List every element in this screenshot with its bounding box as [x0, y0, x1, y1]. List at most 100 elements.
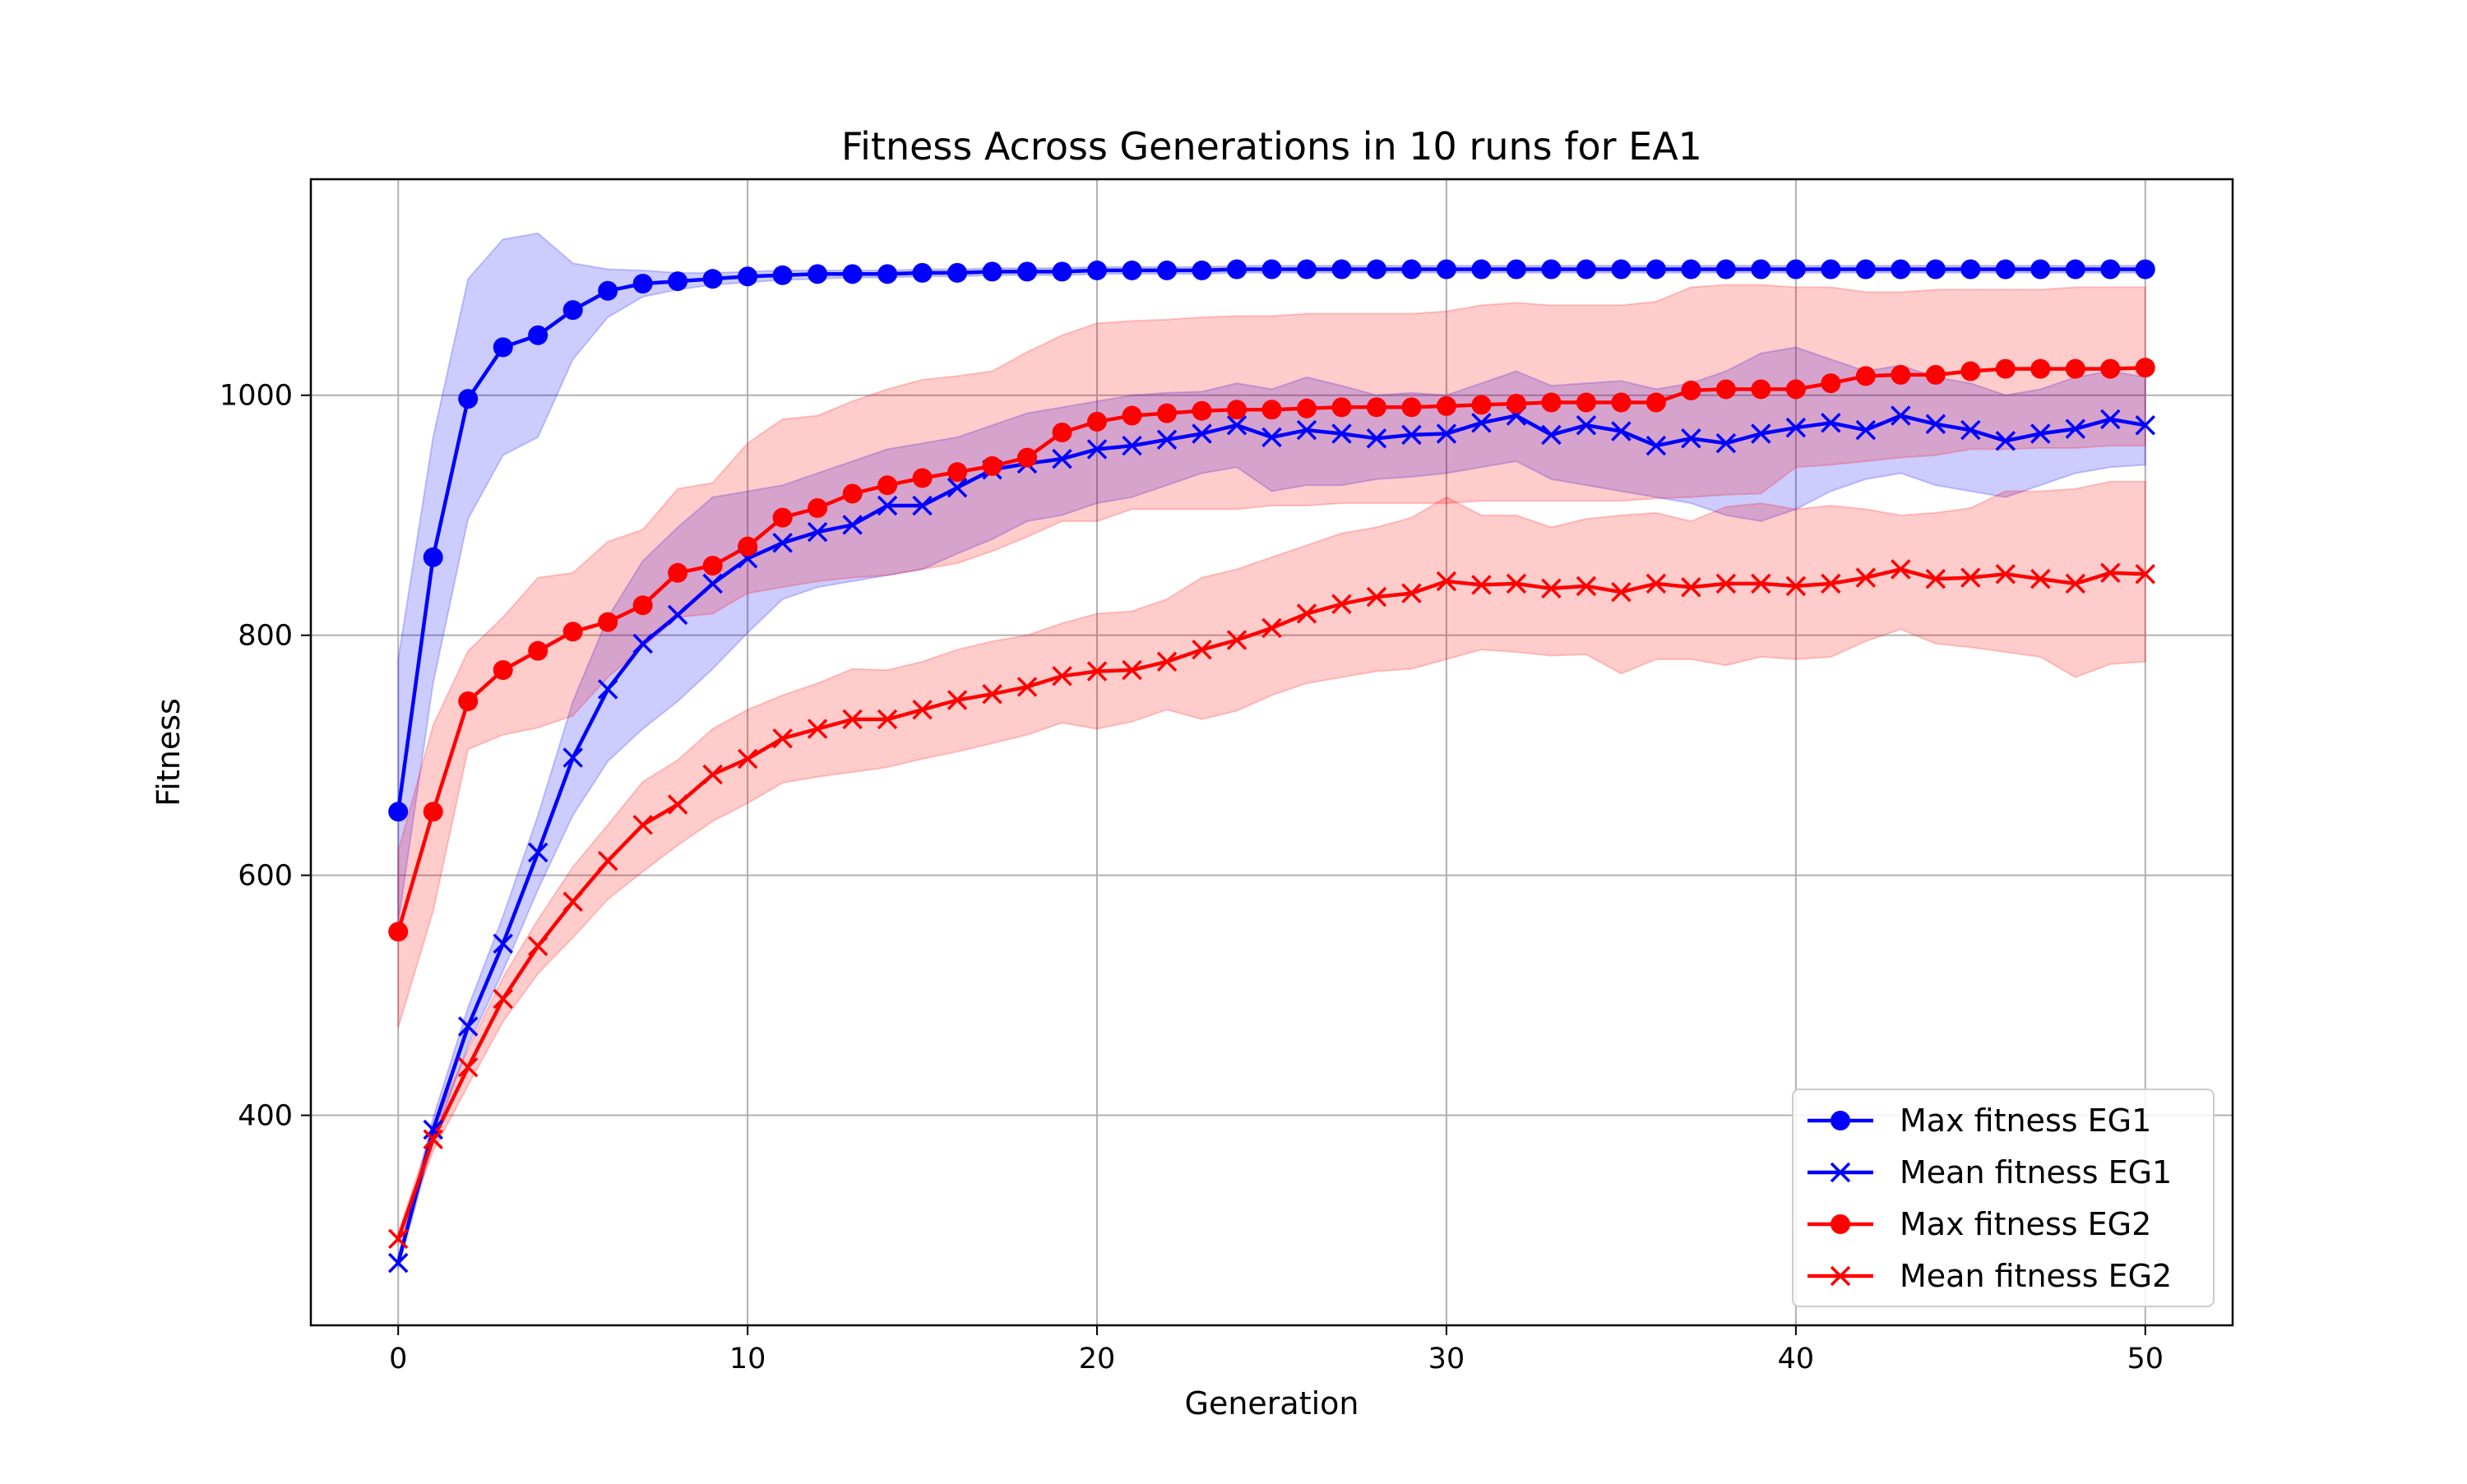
point-mean-fitness-eg1-stroke — [1156, 429, 1178, 450]
point-mean-fitness-eg1-stroke — [1122, 435, 1142, 456]
legend-swatch-marker — [1830, 1265, 1851, 1287]
point-mean-fitness-eg1-stroke — [1925, 414, 1946, 435]
point-mean-fitness-eg2-stroke — [1086, 661, 1108, 682]
point-max-fitness-eg2 — [1645, 392, 1666, 413]
point-mean-fitness-eg2 — [1401, 583, 1422, 603]
point-mean-fitness-eg2-stroke — [1261, 617, 1282, 639]
y-tick-label: 600 — [238, 860, 293, 893]
point-mean-fitness-eg2-stroke — [1611, 581, 1632, 603]
point-max-fitness-eg2 — [423, 802, 443, 822]
point-mean-fitness-eg2 — [2030, 568, 2051, 589]
point-mean-fitness-eg2-stroke — [1855, 567, 1877, 588]
point-max-fitness-eg2 — [1925, 364, 1946, 385]
point-mean-fitness-eg1 — [1331, 423, 1352, 444]
point-mean-fitness-eg1 — [702, 573, 723, 594]
point-mean-fitness-eg2 — [1541, 578, 1562, 599]
point-mean-fitness-eg1 — [632, 633, 653, 654]
point-mean-fitness-eg2 — [1960, 567, 1981, 588]
point-mean-fitness-eg2 — [737, 748, 758, 770]
point-max-fitness-eg2 — [1436, 395, 1456, 416]
point-mean-fitness-eg1 — [1891, 405, 1911, 426]
point-mean-fitness-eg2 — [667, 794, 688, 815]
point-mean-fitness-eg2 — [1226, 630, 1247, 650]
point-mean-fitness-eg1-stroke — [1855, 419, 1877, 441]
x-tick-label: 40 — [1778, 1343, 1815, 1375]
point-mean-fitness-eg1 — [562, 747, 583, 768]
point-mean-fitness-eg1-stroke — [877, 495, 898, 516]
x-tick-label: 50 — [2127, 1343, 2164, 1375]
point-max-fitness-eg2 — [1366, 397, 1386, 418]
point-mean-fitness-eg2-stroke — [1122, 659, 1142, 681]
point-mean-fitness-eg2 — [1086, 661, 1108, 682]
point-max-fitness-eg1 — [1506, 259, 1526, 280]
point-max-fitness-eg1 — [1821, 259, 1841, 280]
point-mean-fitness-eg1 — [1715, 432, 1737, 454]
point-mean-fitness-eg2-stroke — [457, 1056, 479, 1078]
point-mean-fitness-eg1 — [1960, 419, 1981, 441]
point-mean-fitness-eg2 — [1331, 594, 1352, 614]
point-mean-fitness-eg2 — [1891, 559, 1911, 580]
point-mean-fitness-eg2-stroke — [1681, 577, 1701, 598]
point-max-fitness-eg2 — [702, 556, 723, 576]
point-mean-fitness-eg1 — [1541, 424, 1562, 446]
point-mean-fitness-eg2-stroke — [912, 699, 933, 720]
point-mean-fitness-eg2 — [493, 988, 513, 1010]
point-max-fitness-eg2 — [1576, 392, 1596, 413]
legend-swatch-marker — [1831, 1111, 1850, 1130]
point-mean-fitness-eg1-stroke — [1995, 430, 2016, 451]
point-max-fitness-eg2 — [1331, 397, 1352, 418]
point-mean-fitness-eg2 — [1366, 586, 1387, 608]
point-max-fitness-eg2 — [1785, 379, 1806, 400]
point-max-fitness-eg1 — [1122, 260, 1142, 280]
point-max-fitness-eg2 — [1960, 361, 1981, 381]
point-mean-fitness-eg2-stroke — [1296, 603, 1317, 624]
point-mean-fitness-eg2 — [632, 815, 653, 835]
x-tick-label: 20 — [1079, 1343, 1116, 1375]
point-mean-fitness-eg2-stroke — [1891, 559, 1911, 580]
point-max-fitness-eg2 — [1401, 397, 1422, 418]
point-mean-fitness-eg1-stroke — [842, 515, 863, 535]
point-max-fitness-eg1 — [738, 266, 758, 287]
point-mean-fitness-eg1-stroke — [597, 679, 618, 700]
point-max-fitness-eg2 — [772, 507, 793, 528]
point-mean-fitness-eg2 — [1715, 573, 1737, 594]
point-mean-fitness-eg2-stroke — [562, 891, 583, 912]
point-mean-fitness-eg2-stroke — [1576, 576, 1597, 597]
point-max-fitness-eg2 — [1506, 393, 1526, 414]
band-max-fitness-eg2 — [397, 284, 2146, 1029]
point-mean-fitness-eg2-stroke — [1995, 563, 2016, 585]
point-mean-fitness-eg1-stroke — [1226, 414, 1247, 436]
legend-swatch-marker — [1830, 1162, 1851, 1183]
point-mean-fitness-eg1-stroke — [1960, 419, 1981, 441]
series-markers — [387, 259, 2156, 1274]
point-mean-fitness-eg1 — [1261, 427, 1282, 448]
point-mean-fitness-eg1 — [1751, 423, 1771, 444]
point-max-fitness-eg1 — [1576, 259, 1596, 280]
point-mean-fitness-eg1 — [1645, 435, 1667, 456]
point-mean-fitness-eg2 — [1645, 573, 1667, 594]
point-mean-fitness-eg2-stroke — [2135, 563, 2156, 585]
point-mean-fitness-eg2 — [387, 1228, 409, 1250]
point-mean-fitness-eg1-stroke — [2065, 418, 2086, 439]
point-mean-fitness-eg2 — [1192, 639, 1212, 660]
point-mean-fitness-eg2-stroke — [1751, 573, 1771, 594]
point-mean-fitness-eg1 — [2100, 409, 2121, 430]
point-max-fitness-eg1 — [632, 273, 653, 294]
point-max-fitness-eg1 — [458, 389, 479, 409]
point-mean-fitness-eg1 — [1401, 424, 1422, 446]
x-axis-label: Generation — [1185, 1385, 1359, 1422]
legend-swatch-marker-stroke — [1830, 1265, 1851, 1287]
point-mean-fitness-eg2-stroke — [1715, 573, 1737, 594]
point-mean-fitness-eg2 — [1436, 571, 1457, 592]
point-max-fitness-eg1 — [528, 325, 548, 345]
point-mean-fitness-eg1-stroke — [1401, 424, 1422, 446]
point-mean-fitness-eg1-stroke — [2030, 423, 2051, 444]
point-mean-fitness-eg2-stroke — [2030, 568, 2051, 589]
point-max-fitness-eg1 — [1192, 260, 1212, 280]
point-max-fitness-eg1 — [1751, 259, 1771, 280]
point-mean-fitness-eg2 — [1052, 666, 1072, 687]
point-max-fitness-eg1 — [877, 264, 898, 284]
point-mean-fitness-eg2-stroke — [2065, 573, 2086, 594]
point-max-fitness-eg1 — [562, 300, 583, 321]
